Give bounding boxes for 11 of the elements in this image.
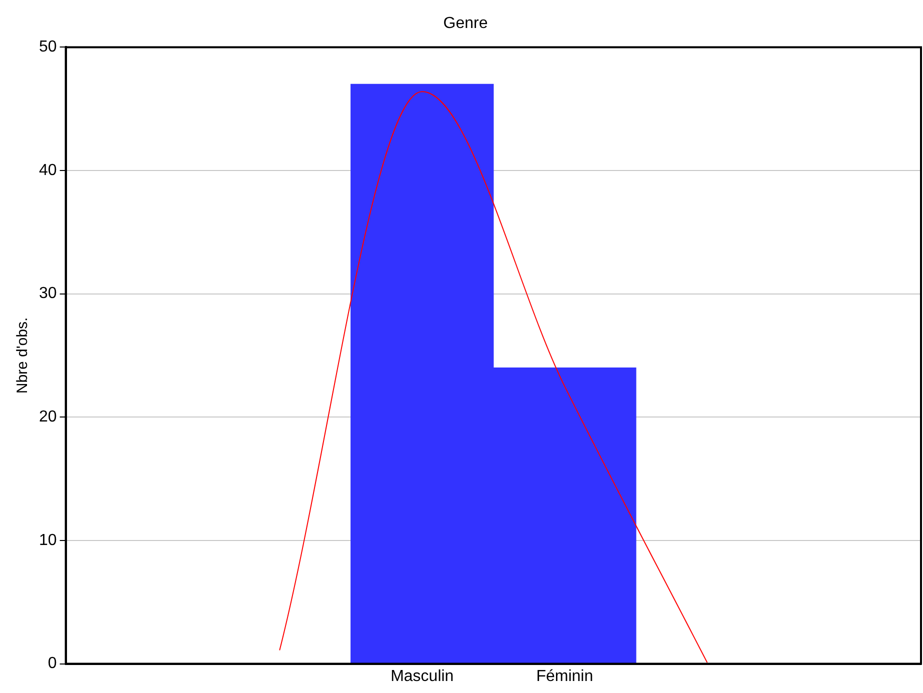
y-tick-label: 10 — [39, 532, 57, 549]
y-tick-label: 50 — [39, 38, 57, 56]
y-tick-label: 30 — [39, 285, 57, 302]
line-series — [279, 91, 708, 664]
y-axis-title: Nbre d'obs. — [14, 317, 32, 394]
y-tick-label: 40 — [39, 162, 57, 179]
chart-title: Genre — [443, 15, 488, 32]
x-tick-label: Masculin — [390, 668, 454, 685]
y-tick-label: 20 — [39, 408, 57, 426]
x-tick-label: Féminin — [536, 668, 594, 685]
y-tick-label: 0 — [48, 655, 57, 672]
